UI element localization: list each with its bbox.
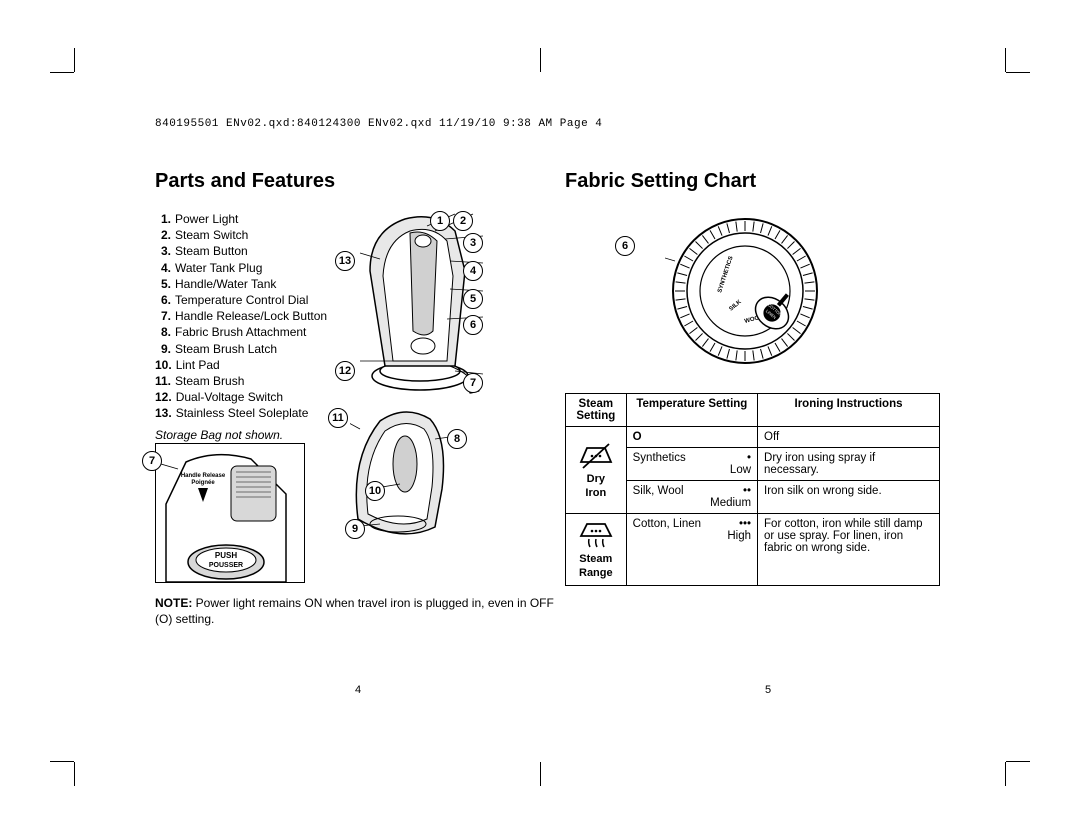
temp-cell: Cotton, Linen•••High (626, 514, 757, 586)
parts-title: Parts and Features (155, 170, 555, 193)
callout-12: 12 (335, 361, 355, 381)
page-number-left: 4 (355, 684, 361, 696)
callout-5: 5 (463, 289, 483, 309)
parts-list-item: 2.Steam Switch (155, 227, 330, 243)
callout-11: 11 (328, 408, 348, 428)
parts-list-item: 7.Handle Release/Lock Button (155, 308, 330, 324)
parts-list-item: 9.Steam Brush Latch (155, 341, 330, 357)
instr-cell: For cotton, iron while still damp or use… (758, 514, 940, 586)
callout-8: 8 (447, 429, 467, 449)
callout-3: 3 (463, 233, 483, 253)
parts-list-item: 4.Water Tank Plug (155, 260, 330, 276)
callout-9: 9 (345, 519, 365, 539)
document-slug: 840195501 ENv02.qxd:840124300 ENv02.qxd … (155, 118, 602, 130)
page-fabric-chart: Fabric Setting Chart 6 SYNTHETICS SILK W… (565, 170, 945, 586)
parts-list-item: 13.Stainless Steel Soleplate (155, 405, 330, 421)
storage-bag-note: Storage Bag not shown. (155, 427, 330, 443)
dial-callout-6: 6 (615, 236, 635, 256)
parts-list-item: 3.Steam Button (155, 243, 330, 259)
callout-7: 7 (142, 451, 162, 471)
parts-list-item: 11.Steam Brush (155, 373, 330, 389)
parts-list-item: 10.Lint Pad (155, 357, 330, 373)
callout-10: 10 (365, 481, 385, 501)
dial-diagram: 6 SYNTHETICS SILK WOOL COTTON LINEN (565, 211, 945, 381)
pousser-label: POUSSER (209, 562, 243, 569)
callout-1: 1 (430, 211, 450, 231)
parts-list-item: 6.Temperature Control Dial (155, 292, 330, 308)
steam-group-dry: DryIron (566, 427, 627, 514)
poignee-label: Poignée (191, 480, 215, 486)
steam-group-steam: SteamRange (566, 514, 627, 586)
temperature-dial: SYNTHETICS SILK WOOL COTTON LINEN (665, 211, 825, 371)
page-number-right: 5 (765, 684, 771, 696)
parts-list-item: 8.Fabric Brush Attachment (155, 324, 330, 340)
push-label: PUSH (215, 551, 237, 560)
col-temp: Temperature Setting (626, 394, 757, 427)
handle-release-label: Handle Release (181, 473, 226, 479)
instr-cell: Off (758, 427, 940, 448)
page-parts-features: Parts and Features 1.Power Light2.Steam … (155, 170, 555, 621)
temp-cell: Synthetics•Low (626, 448, 757, 481)
parts-list: 1.Power Light2.Steam Switch3.Steam Butto… (155, 211, 330, 444)
callout-13: 13 (335, 251, 355, 271)
handle-release-detail: Handle Release Poignée PUSH POUSSER (155, 443, 305, 583)
col-steam: Steam Setting (566, 394, 627, 427)
parts-list-item: 12.Dual-Voltage Switch (155, 389, 330, 405)
col-instr: Ironing Instructions (758, 394, 940, 427)
instr-cell: Iron silk on wrong side. (758, 481, 940, 514)
instr-cell: Dry iron using spray if necessary. (758, 448, 940, 481)
note-text: NOTE: Power light remains ON when travel… (155, 595, 555, 627)
fabric-title: Fabric Setting Chart (565, 170, 945, 193)
callout-7: 7 (463, 373, 483, 393)
parts-list-item: 1.Power Light (155, 211, 330, 227)
temp-cell: O (626, 427, 757, 448)
iron-brush-illustration (350, 409, 450, 544)
callout-2: 2 (453, 211, 473, 231)
parts-list-item: 5.Handle/Water Tank (155, 276, 330, 292)
fabric-settings-table: Steam Setting Temperature Setting Ironin… (565, 393, 940, 586)
callout-4: 4 (463, 261, 483, 281)
callout-6: 6 (463, 315, 483, 335)
temp-cell: Silk, Wool••Medium (626, 481, 757, 514)
